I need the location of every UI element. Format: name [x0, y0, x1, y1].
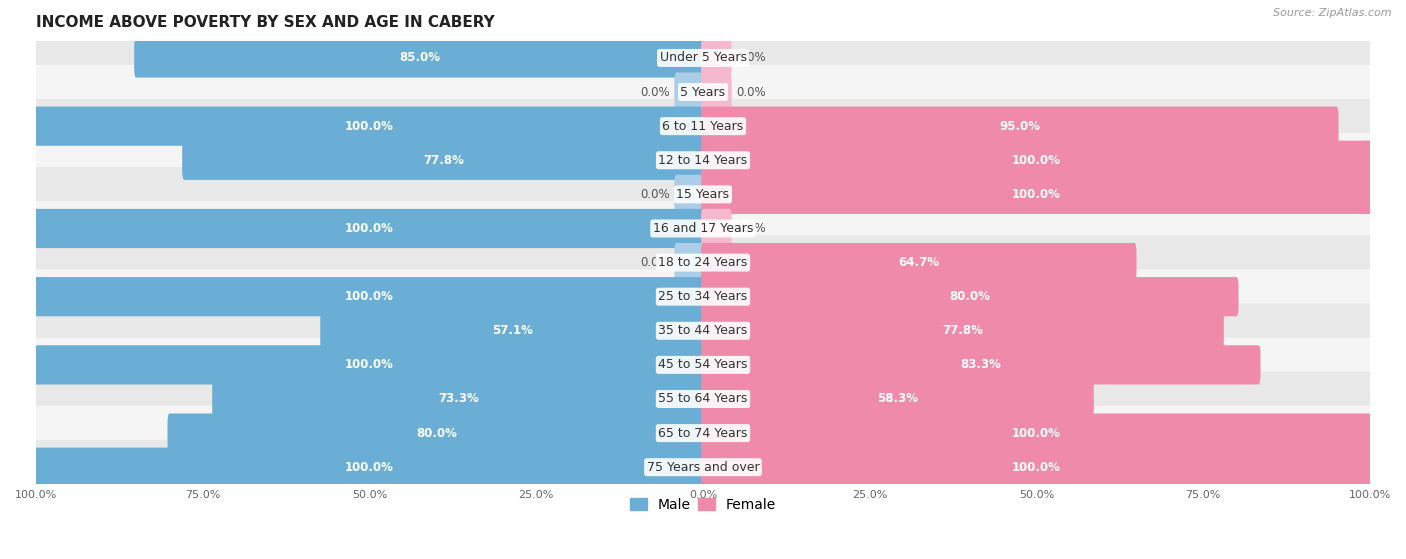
Text: 77.8%: 77.8% — [942, 324, 983, 337]
Text: 100.0%: 100.0% — [344, 120, 394, 132]
Text: 85.0%: 85.0% — [399, 51, 440, 64]
FancyBboxPatch shape — [34, 304, 1372, 358]
FancyBboxPatch shape — [183, 141, 704, 180]
Text: 73.3%: 73.3% — [439, 392, 479, 405]
FancyBboxPatch shape — [34, 235, 1372, 290]
FancyBboxPatch shape — [702, 448, 1372, 487]
FancyBboxPatch shape — [702, 243, 1136, 282]
Text: 80.0%: 80.0% — [949, 290, 990, 303]
Legend: Male, Female: Male, Female — [624, 492, 782, 517]
Text: Under 5 Years: Under 5 Years — [659, 51, 747, 64]
FancyBboxPatch shape — [702, 345, 1261, 385]
FancyBboxPatch shape — [702, 107, 1339, 146]
FancyBboxPatch shape — [34, 107, 704, 146]
Text: 100.0%: 100.0% — [344, 358, 394, 371]
FancyBboxPatch shape — [34, 440, 1372, 495]
Text: 57.1%: 57.1% — [492, 324, 533, 337]
Text: 0.0%: 0.0% — [737, 51, 766, 64]
FancyBboxPatch shape — [34, 338, 1372, 392]
FancyBboxPatch shape — [702, 414, 1372, 453]
FancyBboxPatch shape — [702, 209, 731, 248]
Text: 80.0%: 80.0% — [416, 427, 457, 439]
FancyBboxPatch shape — [675, 73, 704, 112]
Text: 100.0%: 100.0% — [344, 461, 394, 473]
Text: 5 Years: 5 Years — [681, 86, 725, 98]
Text: 65 to 74 Years: 65 to 74 Years — [658, 427, 748, 439]
Text: 16 and 17 Years: 16 and 17 Years — [652, 222, 754, 235]
FancyBboxPatch shape — [702, 175, 1372, 214]
Text: 64.7%: 64.7% — [898, 256, 939, 269]
FancyBboxPatch shape — [675, 175, 704, 214]
Text: 0.0%: 0.0% — [640, 256, 669, 269]
FancyBboxPatch shape — [34, 201, 1372, 256]
FancyBboxPatch shape — [34, 277, 704, 316]
Text: 75 Years and over: 75 Years and over — [647, 461, 759, 473]
Text: 15 Years: 15 Years — [676, 188, 730, 201]
FancyBboxPatch shape — [34, 133, 1372, 187]
FancyBboxPatch shape — [675, 243, 704, 282]
Text: 6 to 11 Years: 6 to 11 Years — [662, 120, 744, 132]
Text: 0.0%: 0.0% — [640, 188, 669, 201]
FancyBboxPatch shape — [702, 73, 731, 112]
Text: 25 to 34 Years: 25 to 34 Years — [658, 290, 748, 303]
Text: 55 to 64 Years: 55 to 64 Years — [658, 392, 748, 405]
FancyBboxPatch shape — [34, 269, 1372, 324]
Text: 18 to 24 Years: 18 to 24 Years — [658, 256, 748, 269]
Text: 100.0%: 100.0% — [1012, 154, 1062, 167]
Text: 35 to 44 Years: 35 to 44 Years — [658, 324, 748, 337]
FancyBboxPatch shape — [321, 311, 704, 350]
Text: 12 to 14 Years: 12 to 14 Years — [658, 154, 748, 167]
Text: 58.3%: 58.3% — [877, 392, 918, 405]
FancyBboxPatch shape — [34, 99, 1372, 153]
FancyBboxPatch shape — [702, 141, 1372, 180]
FancyBboxPatch shape — [167, 414, 704, 453]
Text: 0.0%: 0.0% — [640, 86, 669, 98]
FancyBboxPatch shape — [702, 39, 731, 78]
Text: 0.0%: 0.0% — [737, 86, 766, 98]
FancyBboxPatch shape — [702, 380, 1094, 419]
Text: 100.0%: 100.0% — [344, 290, 394, 303]
Text: 100.0%: 100.0% — [344, 222, 394, 235]
Text: 77.8%: 77.8% — [423, 154, 464, 167]
Text: INCOME ABOVE POVERTY BY SEX AND AGE IN CABERY: INCOME ABOVE POVERTY BY SEX AND AGE IN C… — [37, 15, 495, 30]
Text: 45 to 54 Years: 45 to 54 Years — [658, 358, 748, 371]
Text: 95.0%: 95.0% — [1000, 120, 1040, 132]
FancyBboxPatch shape — [34, 65, 1372, 119]
Text: 100.0%: 100.0% — [1012, 461, 1062, 473]
FancyBboxPatch shape — [34, 406, 1372, 461]
FancyBboxPatch shape — [34, 209, 704, 248]
Text: 0.0%: 0.0% — [737, 222, 766, 235]
FancyBboxPatch shape — [702, 277, 1239, 316]
FancyBboxPatch shape — [34, 31, 1372, 85]
FancyBboxPatch shape — [134, 39, 704, 78]
FancyBboxPatch shape — [34, 448, 704, 487]
Text: Source: ZipAtlas.com: Source: ZipAtlas.com — [1274, 8, 1392, 18]
Text: 100.0%: 100.0% — [1012, 188, 1062, 201]
FancyBboxPatch shape — [34, 345, 704, 385]
Text: 100.0%: 100.0% — [1012, 427, 1062, 439]
FancyBboxPatch shape — [34, 167, 1372, 222]
Text: 83.3%: 83.3% — [960, 358, 1001, 371]
FancyBboxPatch shape — [212, 380, 704, 419]
FancyBboxPatch shape — [702, 311, 1223, 350]
FancyBboxPatch shape — [34, 372, 1372, 427]
